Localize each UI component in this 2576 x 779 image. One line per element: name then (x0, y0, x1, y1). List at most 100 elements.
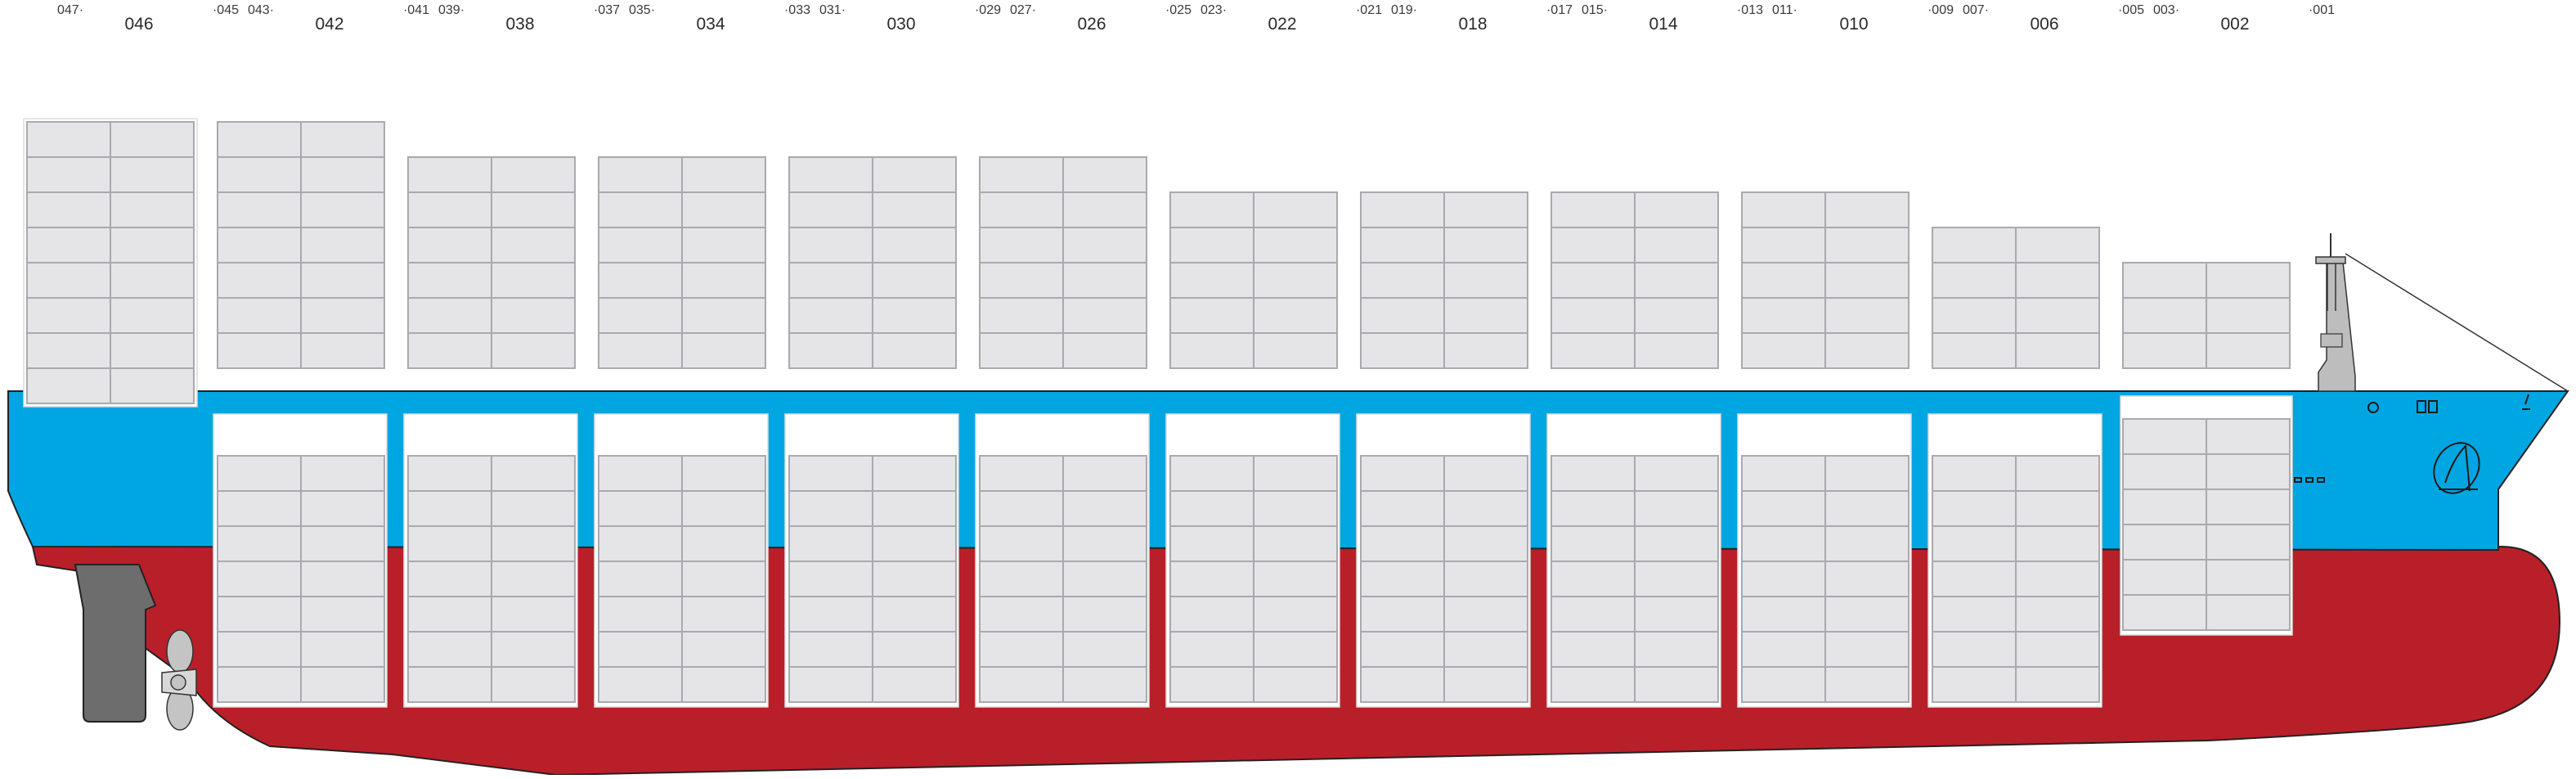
rudder (74, 564, 157, 723)
container-slot (1551, 191, 1636, 228)
container-slot (1360, 666, 1445, 703)
hold-stack-034 (598, 455, 766, 703)
container-slot (2206, 262, 2291, 299)
container-slot (598, 666, 683, 703)
container-slot (1824, 455, 1910, 492)
container-slot (26, 156, 111, 193)
bay-aft-number: 031· (819, 3, 846, 17)
container-slot (1741, 666, 1826, 703)
container-slot (788, 227, 873, 263)
container-slot (1551, 262, 1636, 299)
container-slot (788, 561, 873, 597)
container-slot (491, 525, 576, 562)
container-slot (1551, 596, 1636, 633)
container-slot (110, 227, 195, 263)
container-slot (407, 262, 492, 299)
container-slot (598, 156, 683, 193)
container-slot (1062, 227, 1147, 263)
container-slot (217, 227, 302, 263)
hold-stack-014 (1551, 455, 1719, 703)
container-slot (217, 525, 302, 562)
container-slot (1824, 525, 1910, 562)
container-slot (2206, 524, 2291, 561)
container-slot (872, 455, 957, 492)
container-slot (681, 666, 766, 703)
container-slot (2015, 666, 2100, 703)
container-slot (300, 490, 385, 527)
container-slot (2206, 559, 2291, 596)
bay-label: 047· 046 ·045 (56, 0, 252, 41)
container-slot (1360, 455, 1445, 492)
container-slot (110, 262, 195, 299)
container-slot (407, 525, 492, 562)
container-slot (300, 191, 385, 228)
container-slot (1253, 561, 1338, 597)
container-slot (300, 262, 385, 299)
container-slot (300, 227, 385, 263)
container-slot (1634, 262, 1719, 299)
container-slot (491, 262, 576, 299)
container-slot (491, 455, 576, 492)
container-slot (1360, 490, 1445, 527)
container-slot (598, 227, 683, 263)
container-slot (2015, 631, 2100, 668)
container-slot (2122, 262, 2207, 299)
container-slot (872, 332, 957, 369)
container-slot (491, 596, 576, 633)
container-slot (300, 525, 385, 562)
container-slot (407, 596, 492, 633)
container-slot (788, 490, 873, 527)
container-slot (2015, 297, 2100, 334)
container-slot (110, 191, 195, 228)
container-slot (598, 455, 683, 492)
container-slot (1824, 262, 1910, 299)
container-slot (1741, 262, 1826, 299)
container-slot (1169, 332, 1254, 369)
container-slot (1443, 596, 1528, 633)
container-slot (598, 561, 683, 597)
container-slot (1932, 262, 2017, 299)
container-slot (2206, 453, 2291, 490)
bay-fwd-number: ·009 (1927, 3, 1954, 17)
container-slot (2206, 489, 2291, 525)
bay-aft-number: 007· (1963, 3, 1990, 17)
container-slot (681, 191, 766, 228)
container-slot (1062, 525, 1147, 562)
container-slot (2122, 297, 2207, 334)
container-slot (1443, 191, 1528, 228)
container-slot (217, 631, 302, 668)
bay-label: 027· 026 ·025 (1008, 0, 1205, 41)
bay-aft-number: 035· (629, 3, 656, 17)
bay-fwd-number: ·045 (212, 3, 239, 17)
container-slot (1360, 631, 1445, 668)
container-slot (1169, 262, 1254, 299)
container-slot (1741, 227, 1826, 263)
container-slot (1741, 631, 1826, 668)
container-slot (217, 297, 302, 334)
container-slot (1634, 455, 1719, 492)
container-slot (1932, 227, 2017, 263)
deck-stack-014 (1551, 191, 1719, 369)
container-slot (872, 227, 957, 263)
container-slot (2122, 489, 2207, 525)
container-slot (681, 455, 766, 492)
bulbous-bow-symbol (2433, 442, 2480, 494)
container-slot (2206, 418, 2291, 455)
container-slot (681, 156, 766, 193)
container-slot (1169, 596, 1254, 633)
container-slot (491, 227, 576, 263)
container-slot (1824, 297, 1910, 334)
container-slot (1360, 191, 1445, 228)
container-slot (1741, 191, 1826, 228)
container-slot (598, 297, 683, 334)
container-slot (1360, 596, 1445, 633)
container-slot (681, 596, 766, 633)
container-slot (1169, 455, 1254, 492)
container-slot (217, 490, 302, 527)
container-slot (681, 262, 766, 299)
deck-stack-010 (1741, 191, 1910, 369)
container-slot (1253, 525, 1338, 562)
container-slot (1253, 297, 1338, 334)
bay-fwd-number: ·001 (2308, 3, 2335, 17)
container-slot (2015, 227, 2100, 263)
